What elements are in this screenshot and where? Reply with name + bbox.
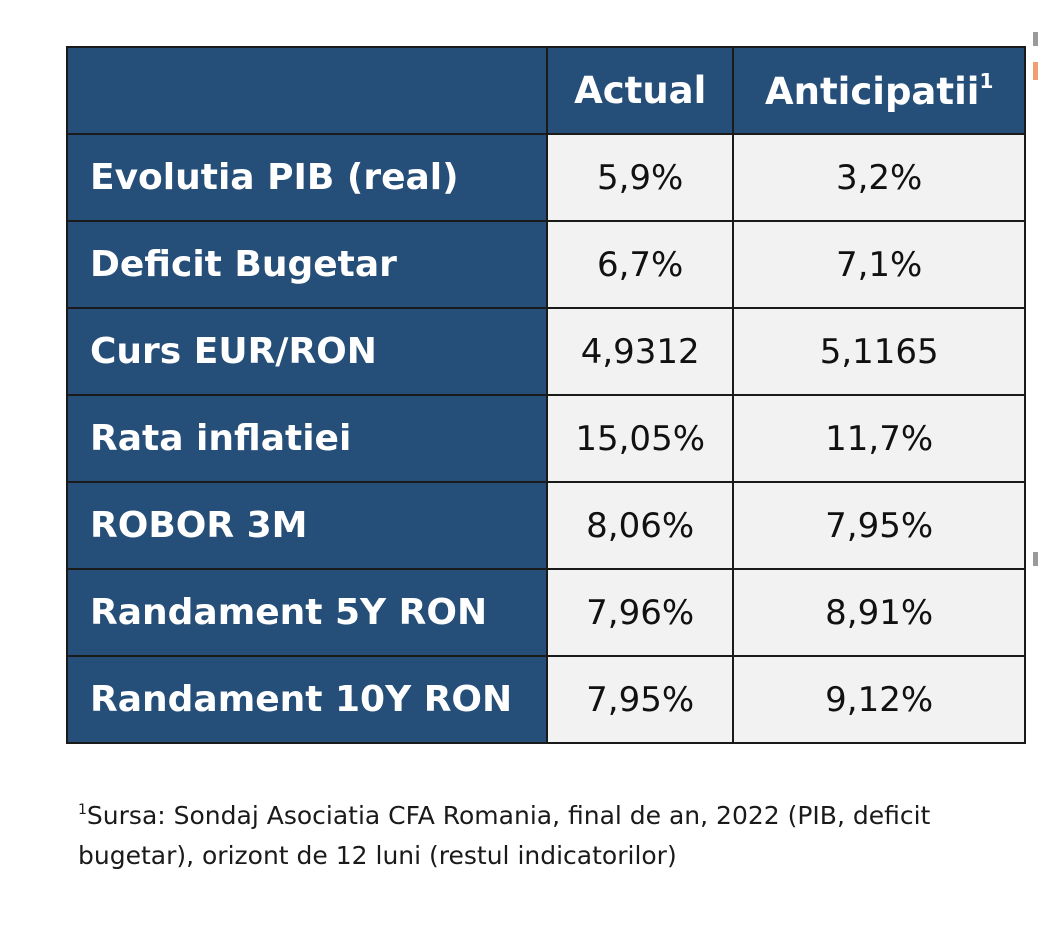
header-empty-cell <box>66 46 548 135</box>
anticipatii-value: 3,2% <box>732 133 1026 222</box>
actual-value: 7,95% <box>545 655 735 744</box>
row-label: Randament 5Y RON <box>66 568 548 657</box>
row-label: Curs EUR/RON <box>66 307 548 396</box>
table-row: Evolutia PIB (real) 5,9% 3,2% <box>66 133 1026 222</box>
footnote-text: Sursa: Sondaj Asociatia CFA Romania, fin… <box>78 801 931 870</box>
actual-value: 7,96% <box>545 568 735 657</box>
anticipatii-value: 7,95% <box>732 481 1026 570</box>
table-row: Randament 10Y RON 7,95% 9,12% <box>66 655 1026 744</box>
table-row: ROBOR 3M 8,06% 7,95% <box>66 481 1026 570</box>
table-row: Rata inflatiei 15,05% 11,7% <box>66 394 1026 483</box>
header-anticipatii-footnote-marker: 1 <box>979 68 994 93</box>
actual-value: 5,9% <box>545 133 735 222</box>
indicators-table: Actual Anticipatii1 Evolutia PIB (real) … <box>66 46 1026 744</box>
anticipatii-value: 9,12% <box>732 655 1026 744</box>
row-label: Deficit Bugetar <box>66 220 548 309</box>
header-anticipatii-label: Anticipatii <box>764 69 980 113</box>
anticipatii-value: 8,91% <box>732 568 1026 657</box>
edge-mark-gray-lower <box>1033 552 1038 566</box>
edge-mark-gray <box>1033 32 1038 46</box>
actual-value: 8,06% <box>545 481 735 570</box>
actual-value: 15,05% <box>545 394 735 483</box>
table-header-row: Actual Anticipatii1 <box>66 46 1026 135</box>
anticipatii-value: 7,1% <box>732 220 1026 309</box>
table-row: Deficit Bugetar 6,7% 7,1% <box>66 220 1026 309</box>
row-label: Rata inflatiei <box>66 394 548 483</box>
anticipatii-value: 5,1165 <box>732 307 1026 396</box>
row-label: ROBOR 3M <box>66 481 548 570</box>
table-row: Randament 5Y RON 7,96% 8,91% <box>66 568 1026 657</box>
footnote-marker: 1 <box>78 802 87 818</box>
row-label: Randament 10Y RON <box>66 655 548 744</box>
header-actual: Actual <box>545 46 735 135</box>
actual-value: 4,9312 <box>545 307 735 396</box>
table-row: Curs EUR/RON 4,9312 5,1165 <box>66 307 1026 396</box>
source-footnote: 1Sursa: Sondaj Asociatia CFA Romania, fi… <box>78 790 998 876</box>
anticipatii-value: 11,7% <box>732 394 1026 483</box>
row-label: Evolutia PIB (real) <box>66 133 548 222</box>
actual-value: 6,7% <box>545 220 735 309</box>
header-anticipatii: Anticipatii1 <box>732 46 1026 135</box>
edge-mark-orange <box>1033 62 1038 80</box>
